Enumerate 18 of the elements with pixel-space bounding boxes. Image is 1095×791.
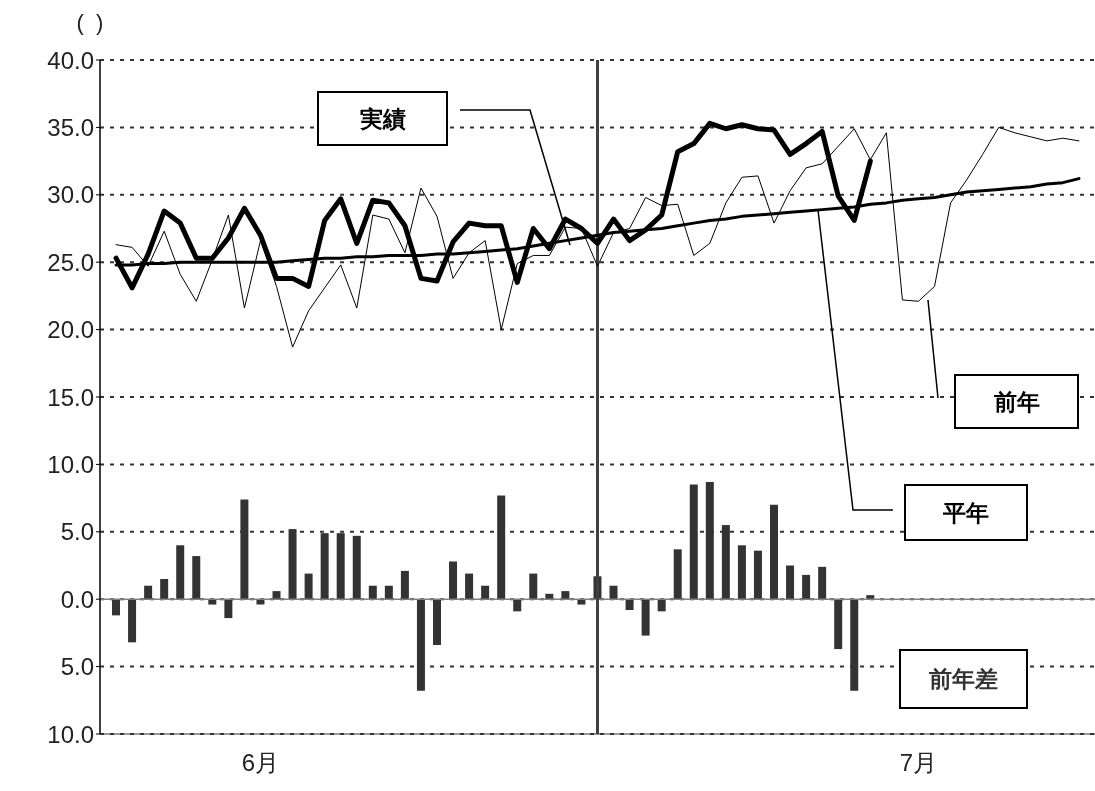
y-tick-label: 30.0 xyxy=(47,181,94,209)
y-tick-label: 10.0 xyxy=(47,450,94,478)
y-axis-title: ( ) xyxy=(76,10,104,35)
x-tick-label: 7月 xyxy=(899,749,938,777)
y-tick-label: 5.0 xyxy=(60,653,94,681)
y-tick-label: 35.0 xyxy=(47,113,94,141)
y-tick-label: 5.0 xyxy=(60,518,94,546)
text: 前年 xyxy=(992,388,1040,415)
y-tick-label: 0.0 xyxy=(60,585,94,613)
y-tick-label: 25.0 xyxy=(47,248,94,276)
y-tick-label: 20.0 xyxy=(47,316,94,344)
x-tick-label: 6月 xyxy=(241,749,280,777)
y-tick-label: 10.0 xyxy=(47,720,94,748)
y-tick-label: 40.0 xyxy=(47,46,94,74)
text: 平年 xyxy=(942,499,989,526)
y-tick-label: 15.0 xyxy=(47,383,94,411)
text: 実績 xyxy=(358,105,406,132)
text: 前年差 xyxy=(928,666,998,692)
